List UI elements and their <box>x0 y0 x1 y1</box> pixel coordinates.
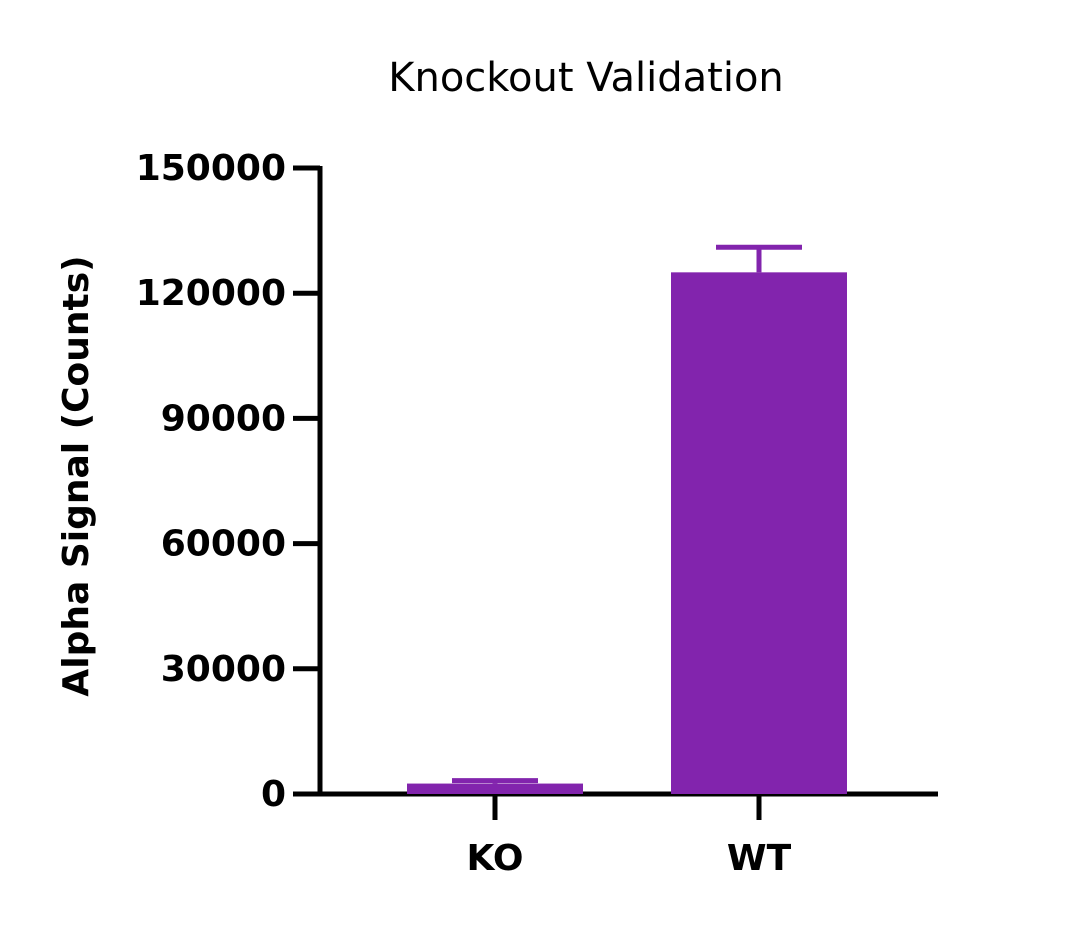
bar <box>671 272 847 794</box>
x-tick-label: WT <box>727 838 792 879</box>
y-tick-label: 90000 <box>161 398 286 439</box>
error-bar <box>716 244 802 273</box>
bar <box>407 783 583 794</box>
y-tick-label: 120000 <box>136 273 286 314</box>
error-bar <box>452 778 538 784</box>
y-axis-label: Alpha Signal (Counts) <box>56 255 97 696</box>
y-tick-label: 150000 <box>136 148 286 189</box>
x-tick-label: KO <box>467 838 524 879</box>
y-tick-label: 60000 <box>161 524 286 565</box>
y-tick-label: 30000 <box>161 649 286 690</box>
y-tick-label: 0 <box>261 774 286 815</box>
chart-title: Knockout Validation <box>388 55 784 101</box>
